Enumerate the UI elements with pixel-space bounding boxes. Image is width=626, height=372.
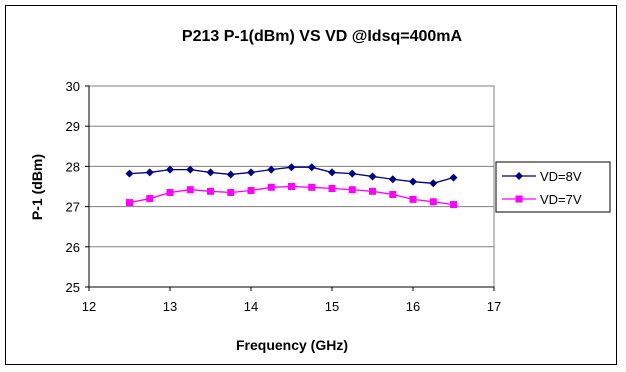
data-point [226,170,235,179]
legend-label: VD=8V [540,169,582,184]
data-point [307,163,316,172]
data-point [227,189,235,197]
data-point [328,168,336,177]
data-point [308,183,316,191]
y-tick-label: 26 [66,240,80,255]
data-point [288,183,295,190]
data-point [125,169,134,178]
y-tick-label: 30 [66,79,80,94]
x-axis-title: Frequency (GHz) [236,337,348,353]
x-tick-label: 14 [244,299,258,314]
series-2 [126,183,457,209]
data-point [389,191,397,199]
data-point [449,173,458,182]
x-tick-label: 13 [163,299,177,314]
series-1 [125,163,458,188]
data-point [369,187,376,195]
data-point [166,189,174,197]
line-chart: P213 P-1(dBm) VS VD @Idsq=400mA 25 26 27 28… [29,28,611,353]
legend-label: VD=7V [540,192,582,207]
legend: VD=8V VD=7V [495,161,611,213]
legend-items: VD=8V VD=7V [502,169,582,207]
x-tick-label: 12 [82,299,96,314]
data-point [348,186,356,194]
y-tick-label: 28 [66,159,80,174]
data-point [287,163,296,172]
data-point [388,175,397,184]
data-point [247,168,255,177]
y-tick-label: 25 [66,280,80,295]
data-point [207,187,214,195]
chart-frame: P213 P-1(dBm) VS VD @Idsq=400mA 25 26 27 28… [5,5,617,365]
y-tick-label: 27 [66,200,80,215]
legend-marker [515,195,523,203]
data-point [206,168,215,177]
data-point [247,187,255,195]
data-point [126,199,133,207]
data-point [429,198,437,206]
x-tick-label: 16 [406,299,420,314]
data-point [145,168,154,177]
data-point [267,165,276,174]
x-tick-label: 17 [487,299,501,314]
data-point [348,169,357,178]
data-point [450,201,457,209]
y-axis-title: P-1 (dBm) [29,154,45,220]
legend-box [495,161,611,213]
data-point [186,186,194,194]
data-point [146,195,154,203]
series-group [125,163,458,209]
y-tick-label: 29 [66,119,80,134]
data-point [429,179,438,188]
chart-title: P213 P-1(dBm) VS VD @Idsq=400mA [182,28,463,45]
x-tick-label: 15 [325,299,339,314]
data-point [166,165,174,174]
data-point [368,172,377,181]
data-point [186,165,195,174]
data-point [409,177,417,186]
axes: 25 26 27 28 29 30 12 13 14 15 16 17 [66,79,502,314]
legend-marker [515,172,523,180]
data-point [328,185,336,193]
data-point [267,183,275,191]
data-point [409,195,417,203]
